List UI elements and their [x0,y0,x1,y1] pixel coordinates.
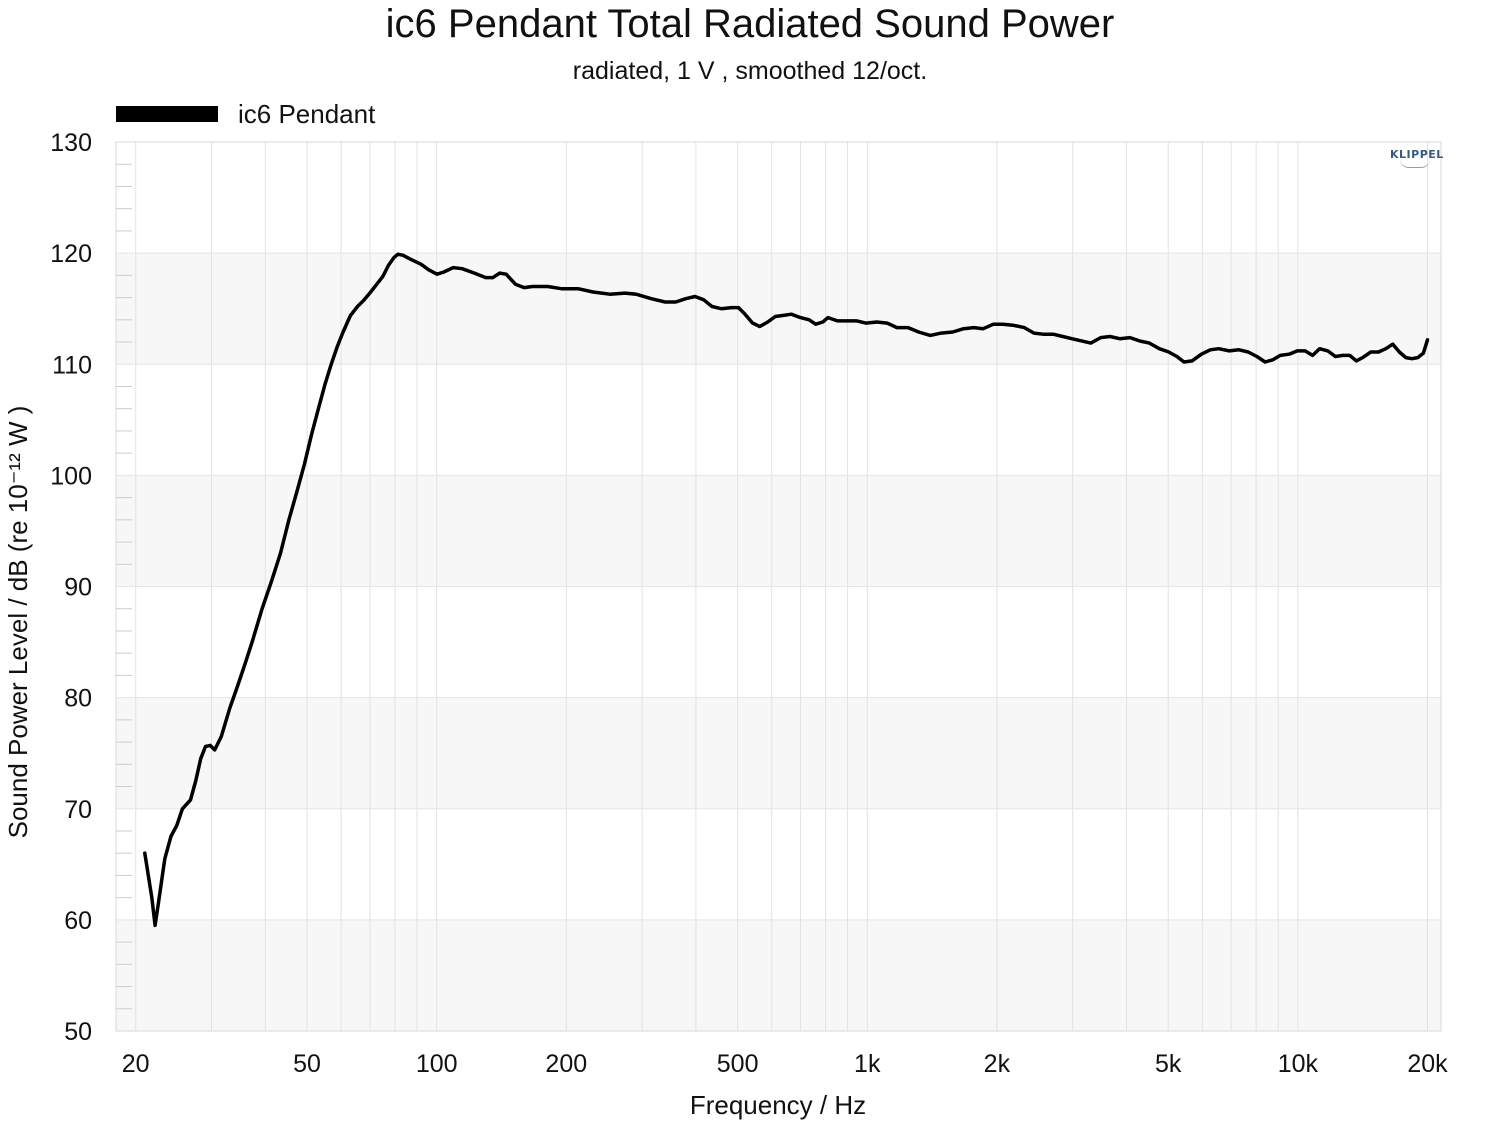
y-tick-label: 110 [52,351,92,379]
logo-arc [1400,159,1430,168]
plot-band [116,697,1441,809]
y-tick-label: 70 [64,796,92,824]
x-tick-label: 5k [1155,1050,1182,1078]
y-tick-label: 100 [50,462,92,490]
y-minor-ticks [116,163,132,1010]
legend: ic6 Pendant [116,98,375,130]
y-tick-label: 130 [50,129,92,157]
x-tick-label: 500 [717,1050,759,1078]
klippel-logo: KLIPPEL [1390,148,1444,168]
logo-text: KLIPPEL [1390,148,1444,161]
chart-title: ic6 Pendant Total Radiated Sound Power [385,2,1115,46]
legend-label: ic6 Pendant [238,98,376,129]
legend-swatch [116,106,218,122]
y-tick-label: 120 [50,240,92,268]
x-tick-label: 20k [1407,1050,1448,1078]
plot-band [116,919,1441,1031]
y-tick-label: 90 [64,574,92,602]
plot-band [116,253,1441,365]
x-tick-label: 2k [984,1050,1011,1078]
chart-subtitle: radiated, 1 V , smoothed 12/oct. [572,57,928,85]
x-tick-label: 10k [1278,1050,1319,1078]
y-tick-label: 80 [64,685,92,713]
x-axis-label: Frequency / Hz [690,1090,866,1120]
x-tick-label: 50 [293,1050,321,1078]
grid-lines [116,141,1441,1032]
series-line-ic6-pendant [143,252,1430,928]
x-tick-label: 100 [416,1050,458,1078]
x-tick-labels: 20 50 100 200 500 1k 2k 5k 10k 20k [122,1050,1448,1078]
plot-frame [115,141,1442,1032]
x-tick-label: 200 [545,1050,587,1078]
plot-bands [116,253,1441,1031]
y-tick-label: 60 [64,907,92,935]
x-tick-label: 1k [854,1050,881,1078]
y-tick-labels: 50 60 70 80 90 100 110 120 130 [50,129,92,1046]
y-axis-label: Sound Power Level / dB (re 10⁻¹² W ) [3,406,33,839]
x-tick-label: 20 [122,1050,150,1078]
y-tick-label: 50 [64,1018,92,1046]
plot-band [116,475,1441,587]
